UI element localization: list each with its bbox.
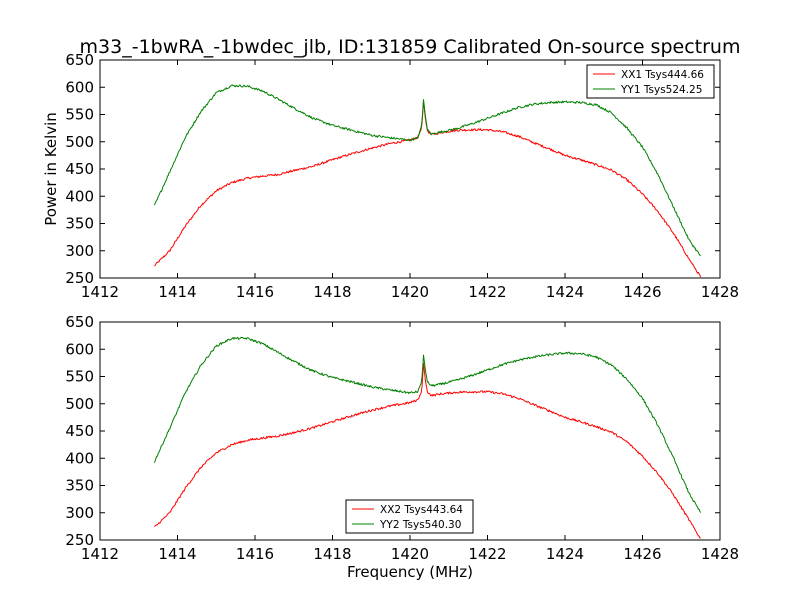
x-tick-label: 1424 — [546, 283, 584, 301]
x-tick-label: 1418 — [313, 283, 351, 301]
y-tick-label: 500 — [65, 133, 94, 151]
y-tick-label: 400 — [65, 187, 94, 205]
x-tick-label: 1422 — [468, 545, 506, 563]
y-tick-label: 450 — [65, 160, 94, 178]
y-axis-label: Power in Kelvin — [42, 112, 60, 226]
legend-box — [586, 64, 715, 99]
legend: XX1 Tsys444.66 YY1 Tsys524.25 — [586, 64, 715, 99]
x-tick-label: 1412 — [81, 545, 119, 563]
x-tick-label: 1412 — [81, 283, 119, 301]
y-tick-label: 400 — [65, 449, 94, 467]
x-tick-label: 1420 — [391, 283, 429, 301]
legend-box — [345, 499, 474, 534]
y-tick-label: 500 — [65, 395, 94, 413]
y-tick-label: 650 — [65, 51, 94, 69]
x-tick-label: 1416 — [236, 283, 274, 301]
y-tick-label: 350 — [65, 477, 94, 495]
y-tick-label: 250 — [65, 269, 94, 287]
bottom-panel: 1412 1414 1416 1418 1420 1422 1424 1426 1428 250 3… — [65, 313, 739, 563]
chart-title: m33_-1bwRA_-1bwdec_jlb, ID:131859 Calibr… — [80, 36, 741, 58]
legend-label: XX2 Tsys443.64 — [380, 504, 463, 516]
x-axis-label: Frequency (MHz) — [347, 563, 473, 581]
y-tick-label: 600 — [65, 340, 94, 358]
y-tick-label: 650 — [65, 313, 94, 331]
series-line-yy2 — [153, 336, 702, 513]
y-tick-label: 450 — [65, 422, 94, 440]
y-tick-label: 550 — [65, 368, 94, 386]
series-line-xx2 — [153, 362, 701, 539]
x-tick-label: 1418 — [313, 545, 351, 563]
x-tick-label: 1422 — [468, 283, 506, 301]
y-tick-label: 250 — [65, 531, 94, 549]
x-tick-label: 1426 — [623, 283, 661, 301]
x-tick-label: 1420 — [391, 545, 429, 563]
legend: XX2 Tsys443.64 YY2 Tsys540.30 — [345, 499, 474, 534]
top-panel: 1412 1414 1416 1418 1420 1422 1424 1426 1428 250 3… — [65, 51, 739, 301]
x-tick-label: 1428 — [701, 545, 739, 563]
x-tick-label: 1428 — [701, 283, 739, 301]
x-tick-label: 1414 — [158, 545, 196, 563]
x-tick-label: 1426 — [623, 545, 661, 563]
legend-label: YY2 Tsys540.30 — [379, 519, 461, 531]
series-line-yy1 — [153, 84, 701, 257]
y-tick-label: 600 — [65, 78, 94, 96]
y-tick-label: 300 — [65, 242, 94, 260]
x-tick-label: 1414 — [158, 283, 196, 301]
x-tick-label: 1416 — [236, 545, 274, 563]
legend-label: XX1 Tsys444.66 — [621, 69, 704, 81]
y-tick-label: 350 — [65, 215, 94, 233]
series-line-xx1 — [154, 100, 702, 278]
legend-label: YY1 Tsys524.25 — [620, 84, 702, 96]
x-tick-label: 1424 — [546, 545, 584, 563]
y-tick-label: 300 — [65, 504, 94, 522]
y-tick-label: 550 — [65, 106, 94, 124]
